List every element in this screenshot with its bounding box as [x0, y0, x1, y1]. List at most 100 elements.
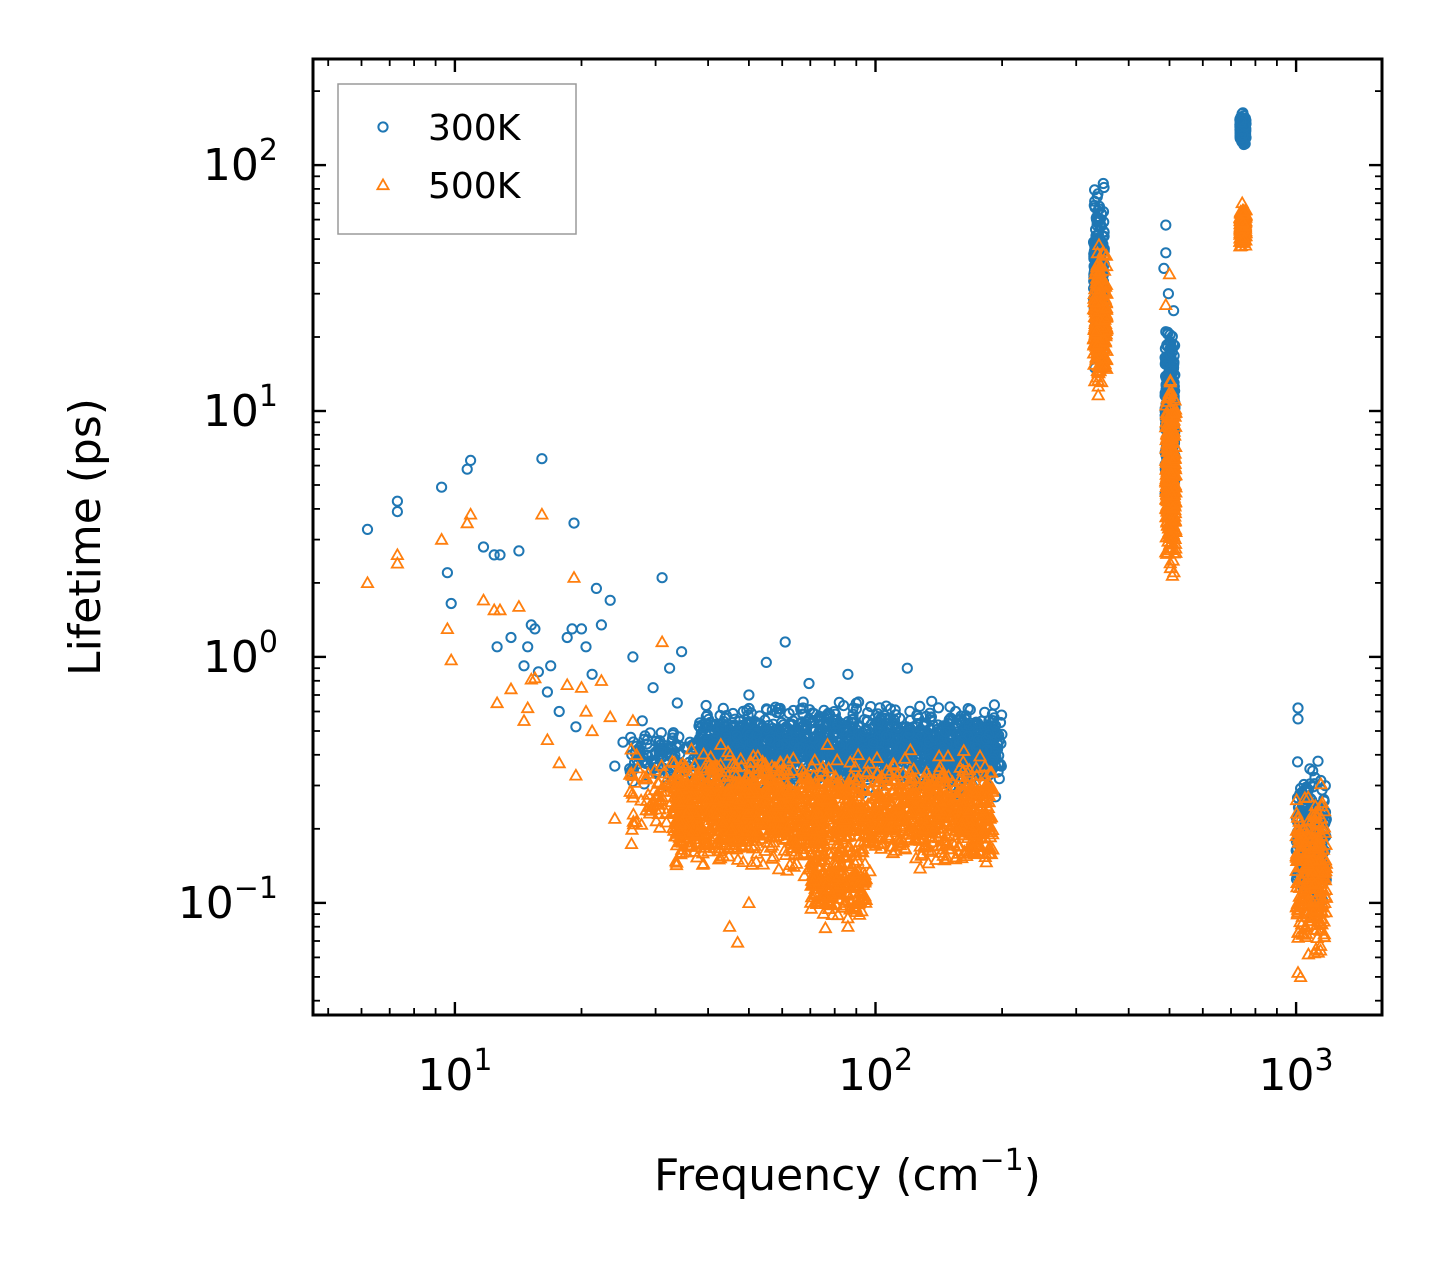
- data-point: [734, 742, 746, 755]
- data-point: [720, 729, 732, 741]
- data-point: [642, 805, 657, 819]
- data-point: [760, 723, 772, 735]
- data-point: [837, 725, 850, 737]
- data-point: [989, 719, 1001, 732]
- data-point: [727, 707, 739, 720]
- data-point: [1292, 702, 1304, 714]
- data-point: [859, 725, 871, 737]
- data-point: [513, 545, 525, 557]
- data-point: [781, 729, 793, 741]
- data-point: [463, 506, 478, 520]
- data-point: [655, 780, 670, 793]
- data-point: [913, 712, 925, 724]
- data-point: [903, 728, 916, 740]
- data-point: [786, 758, 798, 770]
- data-point: [972, 734, 984, 746]
- data-point: [746, 736, 758, 749]
- data-point: [654, 634, 670, 648]
- data-point: [766, 704, 778, 716]
- data-point: [460, 515, 475, 529]
- data-point: [869, 750, 885, 763]
- data-point: [540, 732, 555, 745]
- data-point: [516, 713, 532, 726]
- data-point: [872, 717, 885, 730]
- data-point: [743, 702, 755, 715]
- data-point: [803, 677, 815, 690]
- data-point: [434, 532, 449, 545]
- data-point: [798, 723, 810, 736]
- data-point: [761, 704, 773, 716]
- data-point: [671, 697, 683, 709]
- data-point: [953, 737, 966, 749]
- data-point: [940, 748, 956, 762]
- data-point: [444, 652, 459, 666]
- data-point: [578, 704, 594, 717]
- data-point: [586, 668, 598, 680]
- data-point: [654, 758, 669, 771]
- data-point: [503, 681, 519, 695]
- data-point: [795, 703, 807, 715]
- data-point: [1292, 713, 1304, 725]
- data-point: [1158, 262, 1170, 274]
- data-point: [678, 760, 694, 774]
- data-point: [842, 668, 854, 680]
- data-point: [532, 666, 545, 678]
- data-point: [862, 863, 878, 877]
- data-point: [737, 705, 749, 717]
- data-point: [918, 720, 930, 732]
- data-point: [962, 703, 974, 715]
- data-point: [972, 748, 988, 762]
- data-point: [779, 636, 791, 648]
- data-point: [627, 775, 643, 788]
- data-point: [607, 811, 622, 824]
- data-point: [939, 726, 952, 738]
- data-point: [911, 740, 923, 752]
- data-point: [536, 453, 548, 465]
- data-point: [623, 784, 638, 797]
- data-point: [656, 572, 668, 584]
- data-point: [847, 708, 859, 720]
- data-point: [488, 549, 500, 561]
- data-point: [793, 741, 806, 754]
- data-point: [568, 767, 584, 781]
- data-point: [584, 723, 600, 737]
- data-point: [1093, 200, 1106, 212]
- data-point: [647, 763, 662, 776]
- data-point: [491, 641, 503, 653]
- data-point: [889, 704, 901, 716]
- data-point: [652, 820, 668, 833]
- data-point: [441, 567, 453, 579]
- data-point: [561, 631, 573, 644]
- data-point: [730, 729, 743, 742]
- data-point: [980, 733, 992, 745]
- data-point: [993, 773, 1005, 785]
- data-point: [932, 702, 945, 714]
- data-point: [527, 670, 543, 684]
- data-point: [1098, 226, 1110, 238]
- data-point: [805, 745, 817, 758]
- data-point: [744, 729, 756, 741]
- data-point: [649, 813, 664, 827]
- data-point: [626, 814, 641, 827]
- data-point: [861, 714, 873, 727]
- data-point: [575, 623, 588, 635]
- data-point: [988, 699, 1001, 711]
- data-point: [799, 743, 811, 755]
- data-point: [838, 700, 850, 712]
- data-point: [609, 760, 621, 772]
- data-point: [722, 919, 737, 932]
- data-point: [617, 736, 629, 748]
- data-point: [751, 729, 763, 741]
- data-point: [743, 689, 755, 701]
- data-point: [780, 753, 795, 767]
- data-point: [518, 660, 530, 672]
- data-point: [1236, 136, 1248, 148]
- data-point: [640, 758, 653, 770]
- data-point: [664, 662, 676, 674]
- data-point: [627, 651, 639, 663]
- data-point: [560, 677, 575, 690]
- data-point: [641, 738, 653, 750]
- data-point: [873, 711, 885, 723]
- data-point: [1162, 266, 1177, 280]
